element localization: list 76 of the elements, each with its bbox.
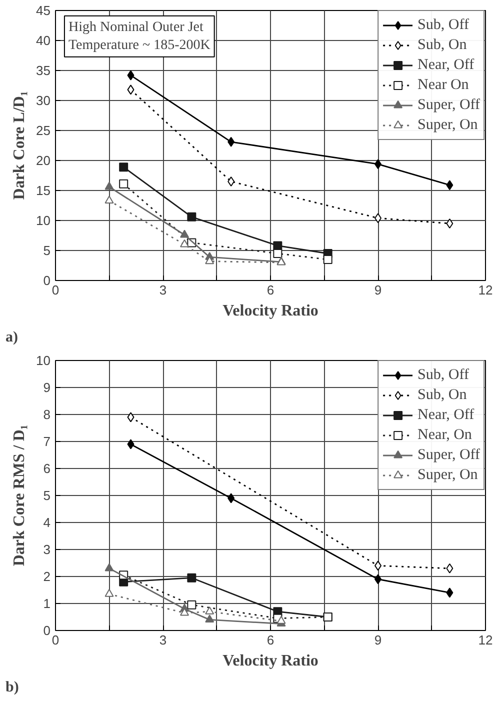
point — [446, 218, 454, 228]
point — [119, 179, 128, 188]
text: a) — [6, 330, 18, 346]
x-tick-label: 6 — [266, 632, 274, 648]
legend-label: Sub, On — [418, 386, 467, 404]
point — [446, 588, 454, 598]
x-tick-label: 12 — [478, 282, 493, 298]
point — [187, 600, 196, 610]
y-tick-label: 2 — [43, 569, 51, 584]
legend-label: Sub, Off — [418, 366, 469, 384]
text: b) — [6, 680, 19, 696]
legend-label: Sub, On — [418, 36, 467, 54]
y-tick-label: 9 — [43, 380, 51, 395]
point — [104, 196, 114, 204]
y-tick-label: 40 — [36, 33, 51, 48]
point — [228, 493, 235, 504]
y-tick-label: 15 — [36, 183, 51, 198]
point — [104, 588, 114, 597]
point — [187, 573, 196, 582]
point — [180, 239, 189, 248]
point — [127, 70, 134, 80]
point — [276, 616, 286, 624]
y-tick-label: 20 — [36, 153, 51, 168]
point — [228, 136, 235, 147]
y-tick-label: 5 — [43, 488, 51, 503]
y-tick-label: 3 — [43, 542, 51, 557]
x-tick-label: 3 — [159, 632, 167, 648]
legend-label: Sub, Off — [418, 16, 469, 34]
point — [180, 230, 189, 238]
y-tick-label: 30 — [36, 93, 51, 108]
point — [119, 162, 128, 172]
y-tick-label: 8 — [43, 407, 51, 422]
legend-label: Near, Off — [418, 56, 474, 74]
legend-label: Near, On — [418, 426, 472, 444]
point — [104, 563, 114, 572]
point — [228, 176, 235, 186]
y-tick-label: 1 — [43, 596, 51, 611]
point — [104, 182, 114, 190]
point — [127, 439, 134, 450]
x-tick-label: 9 — [374, 282, 382, 298]
x-axis-title: Velocity Ratio — [222, 302, 318, 320]
y-tick-label: 0 — [43, 623, 51, 638]
point — [205, 606, 214, 614]
y-tick-label: 10 — [36, 353, 51, 368]
x-tick-label: 9 — [374, 632, 382, 648]
y-tick-label: 6 — [43, 461, 51, 476]
point — [127, 412, 134, 422]
x-axis-title: Velocity Ratio — [222, 652, 318, 670]
point — [205, 614, 214, 623]
legend-label: Near, Off — [418, 406, 474, 424]
y-tick-label: 0 — [43, 273, 51, 288]
point — [187, 212, 196, 222]
y-tick-label: 10 — [36, 213, 51, 228]
point — [323, 255, 332, 264]
y-tick-label: 35 — [36, 63, 51, 78]
y-tick-label: 4 — [43, 515, 51, 530]
x-tick-label: 12 — [478, 632, 493, 648]
legend-label: Near On — [418, 76, 469, 94]
y-axis-title: Dark Core RMS / D₁ — [11, 424, 28, 566]
x-tick-label: 3 — [159, 282, 167, 298]
legend-label: Super, On — [418, 466, 478, 484]
point — [127, 84, 134, 95]
point — [446, 180, 454, 190]
y-tick-label: 5 — [43, 243, 51, 258]
point — [273, 241, 282, 250]
y-tick-label: 7 — [43, 434, 51, 449]
legend-label: Super, On — [418, 116, 478, 134]
annotation: High Nominal Outer Jet Temperature ~ 185-200K — [68, 20, 210, 53]
point — [446, 563, 454, 574]
y-axis-title: Dark Core L/D₁ — [11, 91, 28, 200]
x-tick-label: 6 — [266, 282, 274, 298]
y-tick-label: 25 — [36, 123, 51, 138]
legend-label: Super, Off — [418, 96, 480, 114]
point — [273, 249, 282, 258]
legend-label: Super, Off — [418, 446, 480, 464]
y-tick-label: 45 — [36, 3, 51, 18]
